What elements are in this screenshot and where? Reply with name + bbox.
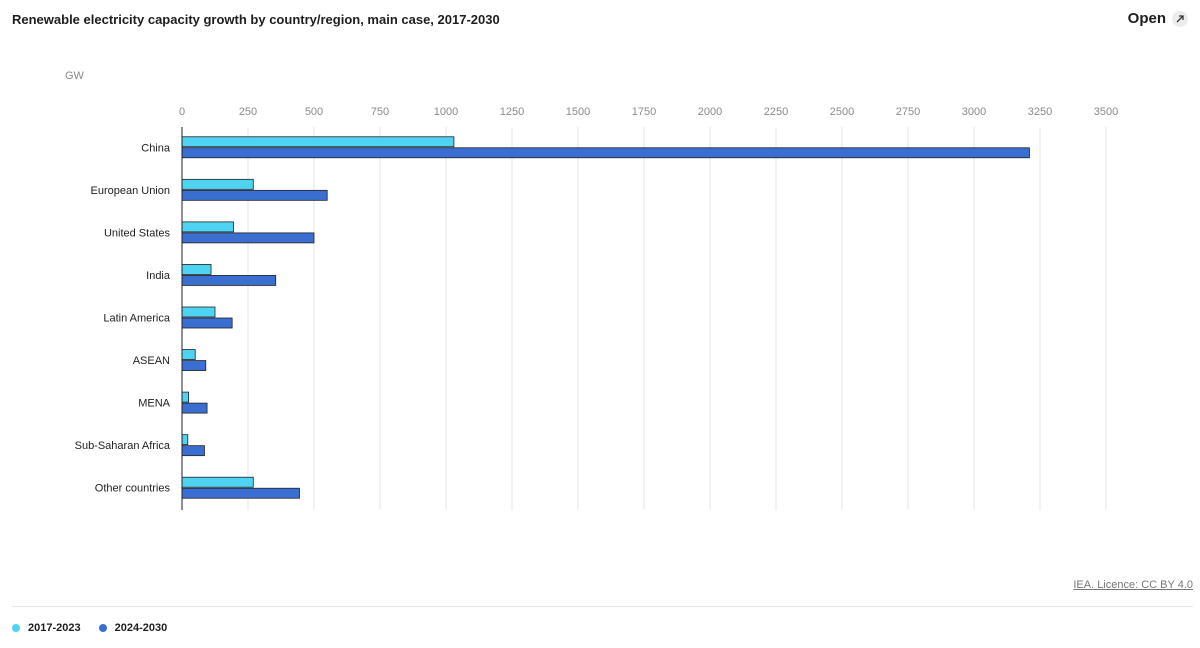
legend-item-2024-2030[interactable]: 2024-2030 — [98, 622, 168, 634]
bar-2017-2023[interactable] — [181, 434, 189, 446]
bar-2024-2030[interactable] — [181, 275, 277, 286]
bar-2024-2030[interactable] — [181, 147, 1030, 159]
legend-label: 2017-2023 — [28, 622, 81, 634]
x-tick-label: 2500 — [830, 106, 854, 118]
footer-divider — [12, 606, 1193, 607]
x-tick-label: 2000 — [698, 106, 722, 118]
legend-item-2017-2023[interactable]: 2017-2023 — [12, 622, 81, 634]
x-tick-label: 3500 — [1094, 106, 1118, 118]
category-label: ASEAN — [133, 355, 170, 367]
open-button[interactable]: Open — [1128, 10, 1188, 27]
legend-label: 2024-2030 — [114, 622, 168, 634]
bar-2017-2023[interactable] — [181, 221, 234, 233]
open-label: Open — [1127, 10, 1166, 27]
bar-2017-2023[interactable] — [181, 264, 212, 275]
x-tick-label: 750 — [371, 106, 389, 118]
bar-2024-2030[interactable] — [181, 360, 207, 371]
bar-2017-2023[interactable] — [181, 136, 455, 148]
category-label: Latin America — [103, 313, 171, 325]
bar-2017-2023[interactable] — [181, 349, 196, 360]
x-tick-label: 1750 — [632, 106, 656, 118]
x-tick-label: 2750 — [896, 106, 920, 118]
category-label: Sub-Saharan Africa — [75, 440, 171, 452]
bar-2024-2030[interactable] — [181, 232, 315, 244]
bar-2017-2023[interactable] — [181, 476, 254, 488]
bar-2024-2030[interactable] — [181, 445, 205, 457]
category-label: United States — [104, 227, 171, 239]
x-tick-label: 250 — [239, 106, 257, 118]
bar-2024-2030[interactable] — [181, 402, 208, 414]
gridlines — [247, 127, 1107, 510]
licence-link[interactable]: IEA. Licence: CC BY 4.0 — [1073, 579, 1193, 591]
legend-dot-icon — [98, 624, 107, 632]
x-tick-label: 500 — [305, 106, 323, 118]
x-tick-label: 1000 — [434, 106, 458, 118]
bar-2017-2023[interactable] — [181, 178, 254, 190]
category-label: China — [141, 142, 171, 154]
unit-label: GW — [65, 70, 85, 82]
x-tick-label: 3000 — [962, 106, 986, 118]
category-label: MENA — [138, 398, 170, 410]
chart-header: Renewable electricity capacity growth by… — [12, 10, 1188, 32]
x-tick-label: 3250 — [1028, 106, 1052, 118]
category-label: India — [146, 270, 171, 282]
x-tick-label: 1500 — [566, 106, 590, 118]
bar-2024-2030[interactable] — [181, 189, 328, 201]
bars — [181, 136, 1030, 499]
expand-arrow-icon — [1172, 10, 1188, 27]
bar-2024-2030[interactable] — [181, 317, 233, 329]
x-tick-label: 2250 — [764, 106, 788, 118]
legend-dot-icon — [12, 624, 20, 632]
x-tick-label: 0 — [179, 106, 185, 118]
bar-2024-2030[interactable] — [181, 487, 300, 499]
bar-2017-2023[interactable] — [181, 391, 189, 403]
x-tick-labels: 0 250 500 750 1000 1250 1500 1750 2000 2250 2500 27… — [179, 106, 1118, 118]
category-labels: China European Union United States India Lat… — [75, 142, 171, 494]
x-tick-label: 1250 — [500, 106, 524, 118]
category-label: European Union — [90, 185, 170, 197]
chart-legend: 2017-2023 2024-2030 — [12, 622, 167, 634]
category-label: Other countries — [95, 483, 171, 495]
bar-chart: GW 0 250 500 750 1000 1250 1500 1750 2000 2250 250… — [65, 70, 1118, 510]
bar-2017-2023[interactable] — [181, 306, 216, 318]
chart-title: Renewable electricity capacity growth by… — [12, 12, 500, 27]
